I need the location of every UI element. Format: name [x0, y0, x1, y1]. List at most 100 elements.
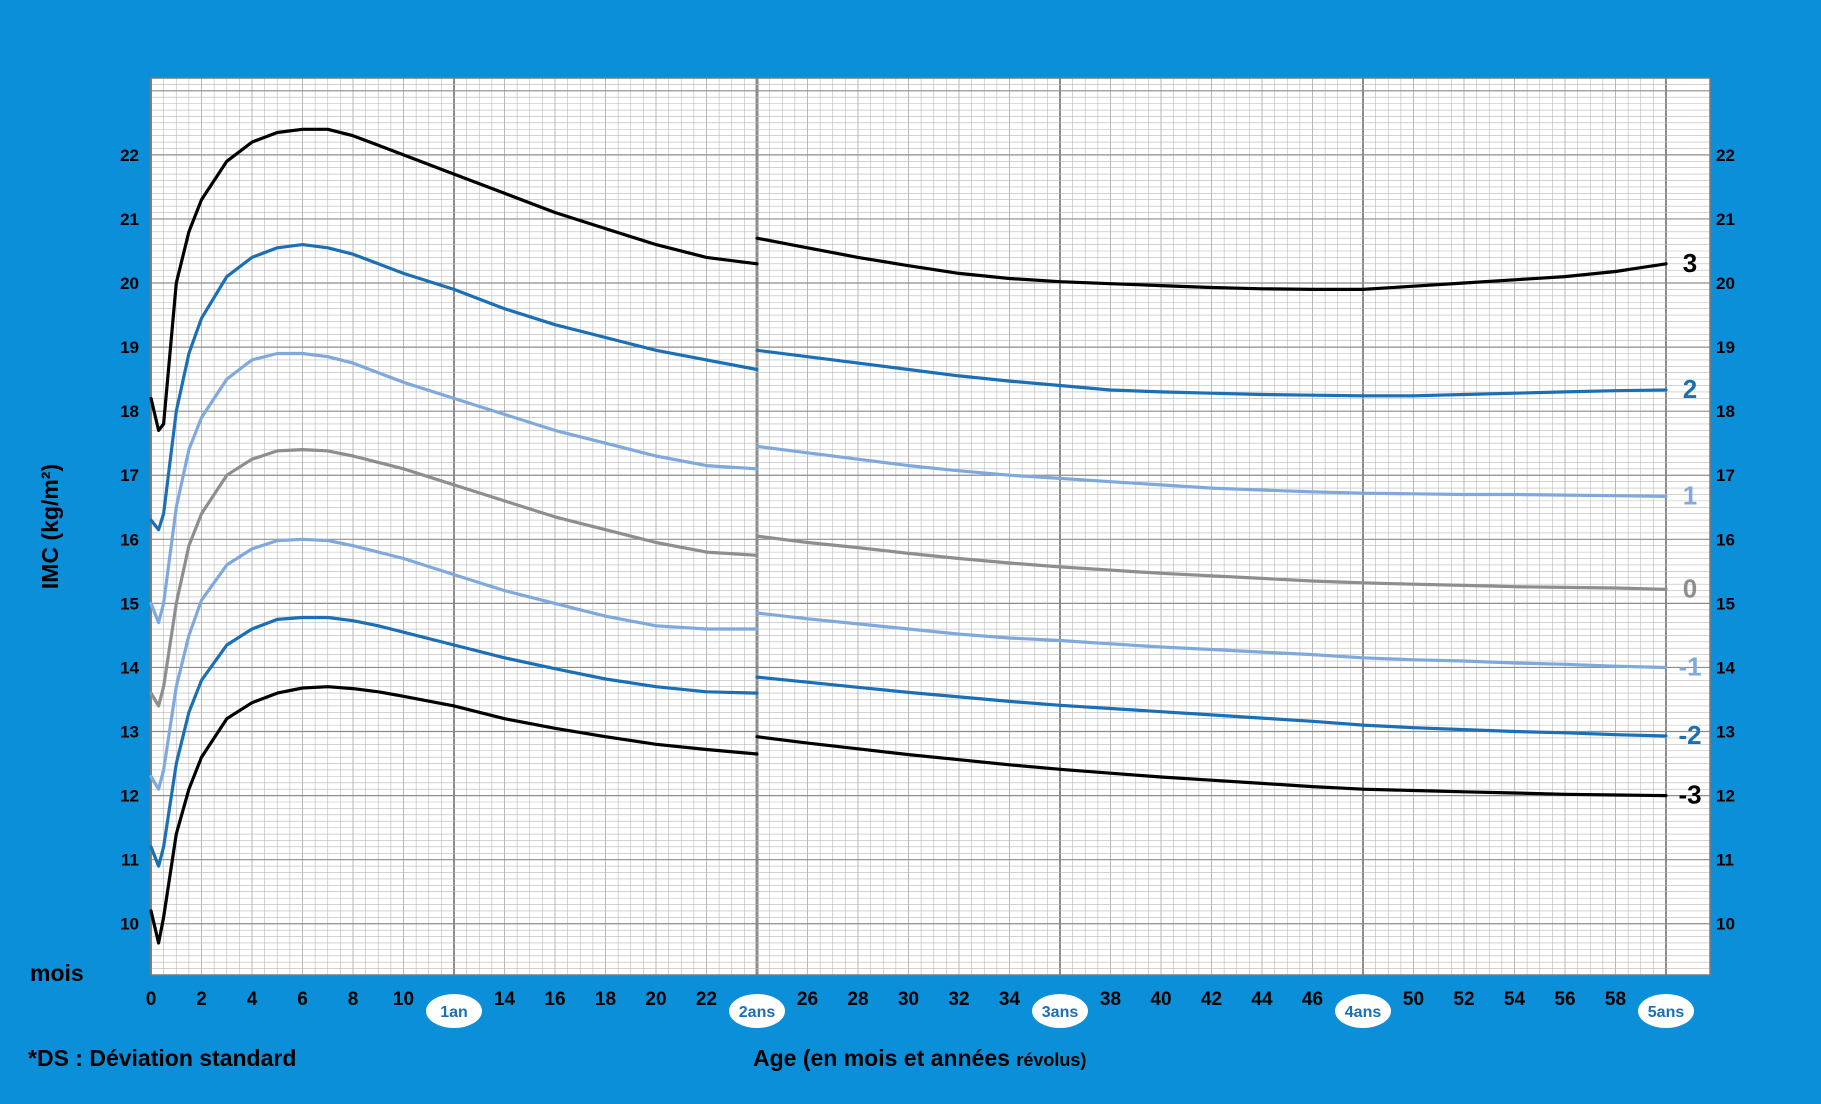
year-marker: 1an [426, 994, 482, 1028]
series-line [149, 615, 1668, 868]
grid [150, 77, 1710, 976]
y-tick-label-left: 15 [120, 594, 139, 613]
y-tick-label-left: 20 [120, 274, 139, 293]
series-line [149, 127, 1668, 432]
y-tick-label-right: 20 [1716, 274, 1735, 293]
y-tick-label-left: 11 [121, 851, 139, 870]
x-tick-label: 32 [948, 989, 969, 1010]
x-tick-label: 40 [1150, 989, 1171, 1010]
series-path [755, 735, 1668, 798]
year-marker: 2ans [729, 994, 785, 1028]
series-path [149, 448, 759, 708]
y-tick-label-right: 18 [1716, 402, 1735, 421]
series-path [755, 675, 1668, 738]
x-axis-title-small: révolus) [1016, 1050, 1086, 1070]
y-tick-label-left: 12 [120, 787, 139, 806]
y-tick-label-right: 12 [1716, 787, 1735, 806]
series-end-label: -3 [1678, 780, 1701, 810]
series-path [149, 351, 759, 625]
year-marker: 4ans [1335, 994, 1391, 1028]
x-tick-label: 26 [797, 989, 818, 1010]
x-tick-label: 0 [146, 989, 157, 1010]
x-axis-title: Age (en mois et années révolus) [753, 1045, 1086, 1071]
x-tick-label: 8 [348, 989, 359, 1010]
x-tick-label: 56 [1554, 989, 1575, 1010]
series-line [149, 448, 1668, 708]
x-axis-title-main: Age (en mois et années [753, 1045, 1016, 1071]
y-tick-label-left: 14 [120, 658, 139, 677]
x-tick-label: 20 [645, 989, 666, 1010]
year-marker-label: 1an [440, 1004, 468, 1021]
series-end-label: 2 [1683, 374, 1697, 404]
y-tick-label-right: 10 [1716, 915, 1735, 934]
y-tick-label-right: 15 [1716, 594, 1735, 613]
x-tick-label: 4 [247, 989, 258, 1010]
series-line [149, 685, 1668, 945]
y-tick-label-left: 17 [120, 466, 139, 485]
year-marker-badge [1638, 994, 1694, 1028]
y-tick-label-left: 18 [120, 402, 139, 421]
x-tick-label: 42 [1201, 989, 1222, 1010]
year-marker-label: 5ans [1648, 1004, 1685, 1021]
year-marker: 5ans [1638, 994, 1694, 1028]
x-tick-label: 30 [898, 989, 919, 1010]
x-tick-label: 44 [1251, 989, 1273, 1010]
year-marker-label: 2ans [739, 1004, 776, 1021]
y-axis-title: IMC (kg/m²) [37, 464, 63, 589]
series-path [755, 236, 1668, 291]
x-tick-label: 14 [494, 989, 516, 1010]
series-line [149, 243, 1668, 532]
y-tick-label-left: 19 [120, 338, 139, 357]
year-marker-badge [1335, 994, 1391, 1028]
y-tick-label-right: 13 [1716, 723, 1735, 742]
year-marker-label: 4ans [1345, 1004, 1382, 1021]
series-end-label: -1 [1678, 651, 1701, 681]
y-tick-label-left: 21 [120, 210, 139, 229]
year-marker-badge [426, 994, 482, 1028]
year-marker-label: 3ans [1042, 1004, 1079, 1021]
x-tick-label: 58 [1605, 989, 1626, 1010]
series-path [755, 534, 1668, 591]
year-marker-badge [1032, 994, 1088, 1028]
x-tick-label: 6 [297, 989, 308, 1010]
series-end-label: 3 [1683, 248, 1697, 278]
x-tick-label: 10 [393, 989, 414, 1010]
y-tick-label-right: 19 [1716, 338, 1735, 357]
series-end-label: 1 [1683, 480, 1697, 510]
x-tick-label: 22 [696, 989, 717, 1010]
plot-border [150, 77, 1711, 976]
y-tick-label-left: 16 [120, 530, 139, 549]
series-end-label: -2 [1678, 720, 1701, 750]
y-tick-label-left: 10 [120, 915, 139, 934]
x-tick-label: 34 [999, 989, 1021, 1010]
footnote: *DS : Déviation standard [28, 1045, 296, 1071]
series-path [755, 444, 1668, 498]
series-path [149, 685, 759, 945]
x-tick-label: 46 [1302, 989, 1323, 1010]
series-path [149, 243, 759, 532]
x-tick-label: 52 [1453, 989, 1474, 1010]
series-end-label: 0 [1683, 573, 1697, 603]
series-line [149, 351, 1668, 625]
x-tick-label: 16 [544, 989, 565, 1010]
x-tick-label: 50 [1403, 989, 1424, 1010]
x-tick-label: 28 [847, 989, 868, 1010]
year-marker: 3ans [1032, 994, 1088, 1028]
y-tick-label-right: 14 [1716, 658, 1735, 677]
series-path [149, 127, 759, 432]
x-tick-label: 18 [595, 989, 616, 1010]
year-marker-badge [729, 994, 785, 1028]
x-tick-label: 54 [1504, 989, 1526, 1010]
series-path [149, 615, 759, 868]
x-tick-label: 38 [1100, 989, 1121, 1010]
y-tick-label-right: 21 [1716, 210, 1735, 229]
series-path [755, 611, 1668, 670]
x-tick-label: 2 [196, 989, 207, 1010]
y-tick-label-right: 16 [1716, 530, 1735, 549]
series-path [755, 348, 1668, 398]
y-tick-label-left: 13 [120, 723, 139, 742]
series-line [149, 537, 1668, 791]
y-tick-label-right: 22 [1716, 146, 1735, 165]
